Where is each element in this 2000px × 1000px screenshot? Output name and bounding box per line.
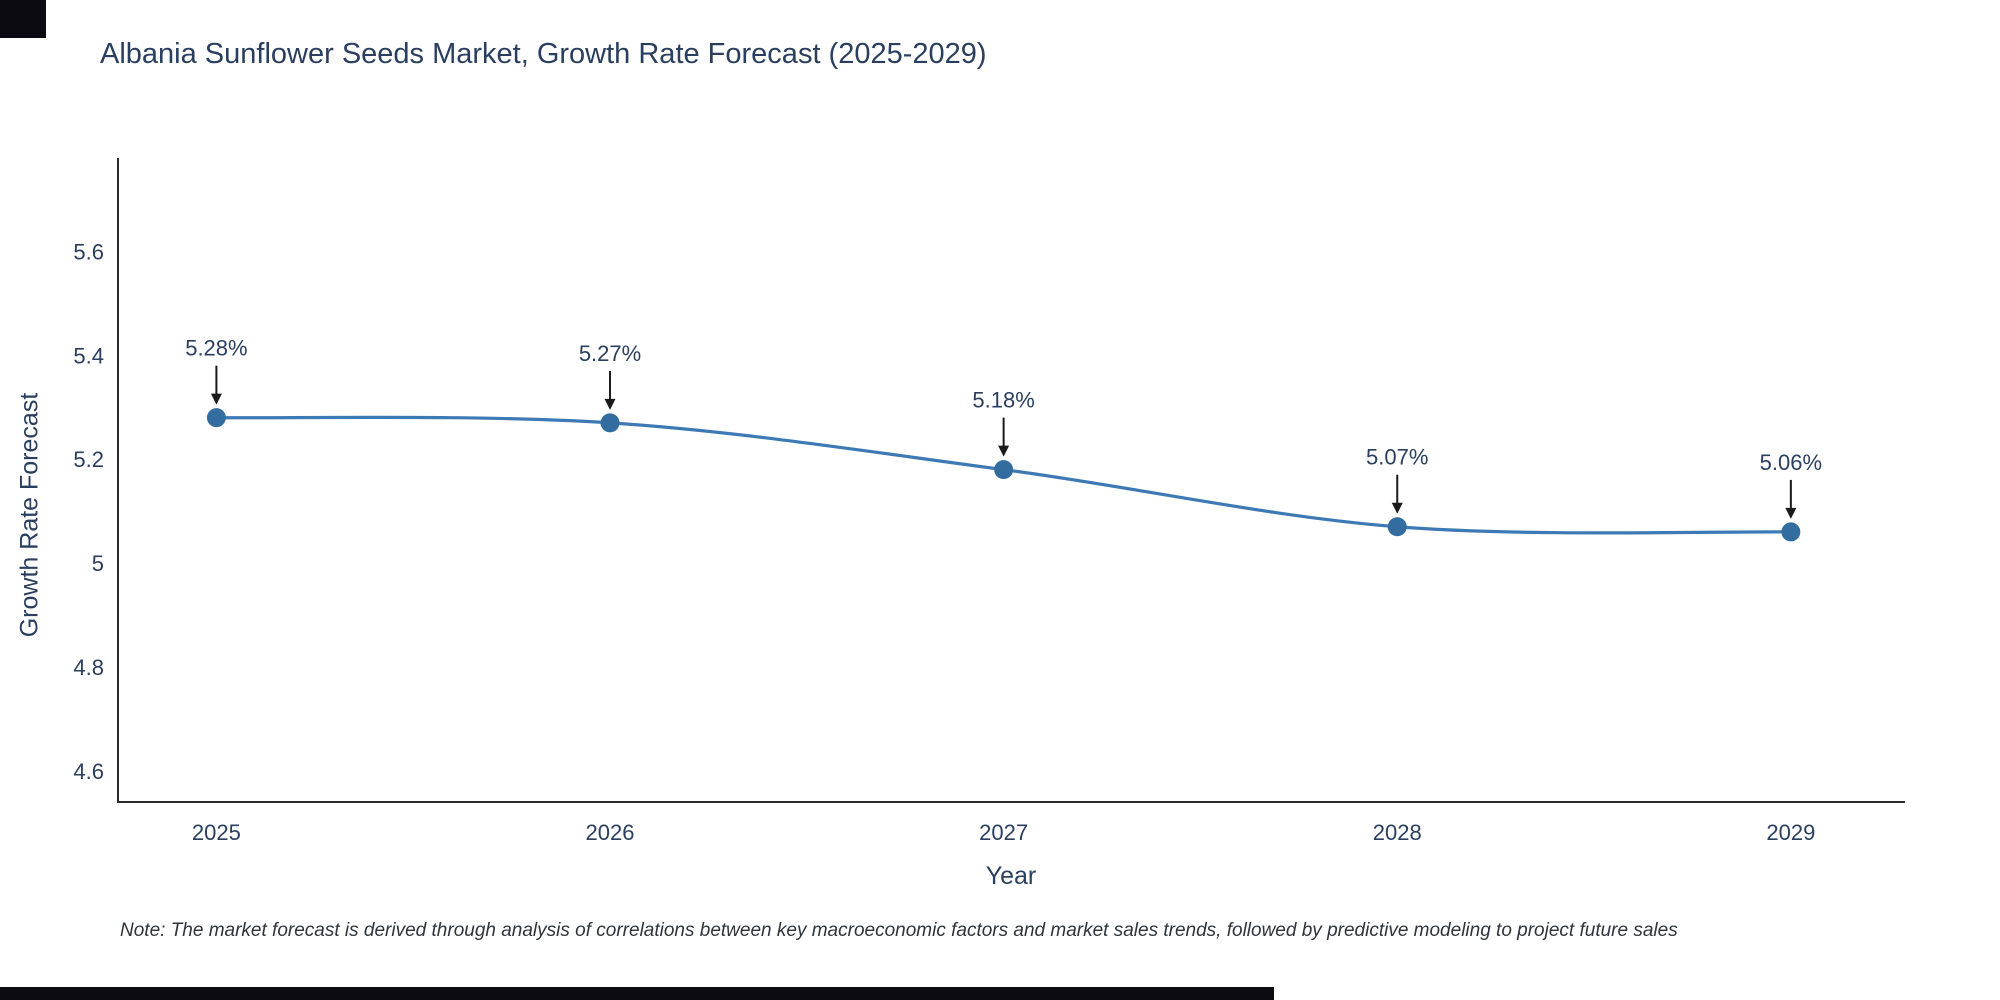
- annotation-arrow-head: [1391, 502, 1403, 514]
- decoration-top-left: [0, 0, 46, 38]
- y-tick-label: 5: [92, 551, 104, 576]
- x-tick-label: 2026: [586, 820, 635, 845]
- point-annotation-label: 5.07%: [1366, 445, 1428, 470]
- y-tick-label: 4.6: [73, 759, 104, 784]
- annotation-arrow-head: [1785, 507, 1797, 519]
- chart-title: Albania Sunflower Seeds Market, Growth R…: [100, 38, 987, 70]
- point-annotation-label: 5.18%: [972, 388, 1034, 413]
- y-tick-label: 5.4: [73, 343, 104, 368]
- data-point-marker: [1781, 522, 1801, 542]
- annotation-arrow-head: [604, 398, 616, 410]
- y-tick-label: 4.8: [73, 655, 104, 680]
- y-tick-label: 5.6: [73, 239, 104, 264]
- x-tick-label: 2027: [979, 820, 1028, 845]
- data-point-marker: [1387, 517, 1407, 537]
- annotation-arrow-head: [210, 393, 222, 405]
- point-annotation-label: 5.06%: [1760, 450, 1822, 475]
- data-point-marker: [994, 460, 1014, 480]
- footnote-text: Note: The market forecast is derived thr…: [120, 920, 1678, 941]
- decoration-bottom-bar: [0, 987, 1274, 1000]
- x-tick-label: 2025: [192, 820, 241, 845]
- y-axis-title: Growth Rate Forecast: [15, 392, 44, 638]
- data-point-marker: [600, 413, 620, 433]
- x-tick-label: 2029: [1766, 820, 1815, 845]
- point-annotation-label: 5.28%: [185, 336, 247, 361]
- point-annotation-label: 5.27%: [579, 341, 641, 366]
- data-point-marker: [206, 408, 226, 428]
- x-tick-label: 2028: [1373, 820, 1422, 845]
- x-axis-title: Year: [985, 862, 1037, 890]
- annotation-arrow-head: [998, 445, 1010, 457]
- y-tick-label: 5.2: [73, 447, 104, 472]
